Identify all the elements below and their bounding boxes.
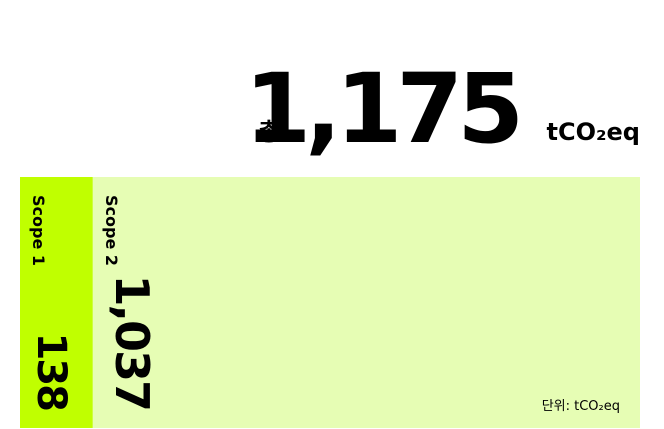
segment-label: Scope 2 (102, 195, 121, 266)
bar-segment (20, 177, 93, 428)
unit-note: 단위: tCO₂eq (542, 399, 620, 414)
total-prefix: 총 (258, 118, 280, 146)
bar-group: Scope 1 138 Scope 2 1,037 (20, 177, 641, 428)
total-value: 1,175 (244, 53, 518, 165)
segment-value: 138 (28, 333, 74, 411)
bar-segment (92, 177, 641, 428)
total-unit: tCO₂eq (547, 118, 640, 146)
segment-label: Scope 1 (29, 195, 48, 266)
segment-value: 1,037 (105, 274, 159, 410)
